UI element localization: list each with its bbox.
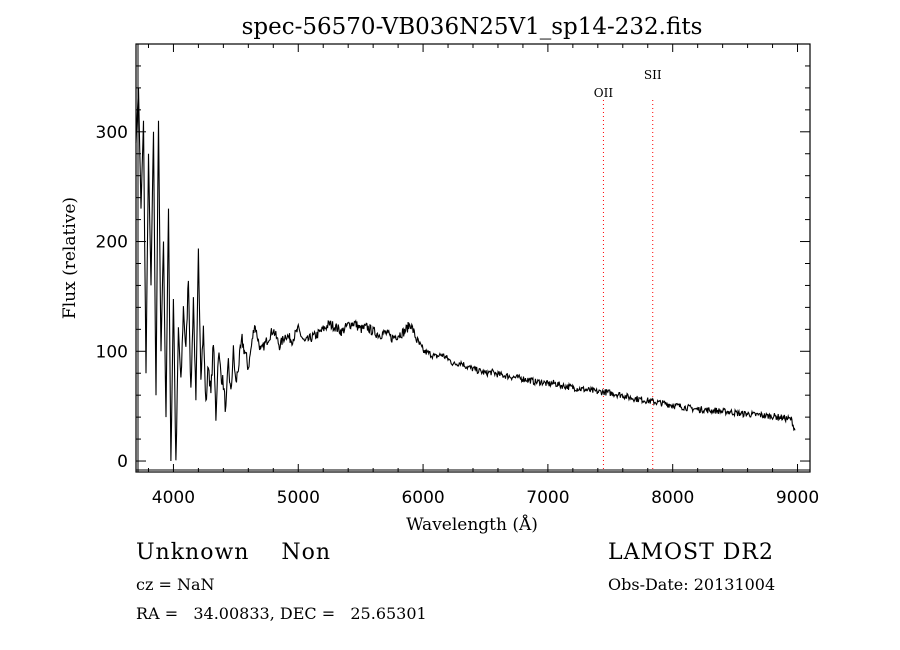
spectrum-line <box>135 87 796 462</box>
y-tick-label: 300 <box>96 123 128 143</box>
x-tick-label: 5000 <box>277 488 320 508</box>
emission-line-label: SII <box>644 68 662 82</box>
y-axis-label: Flux (relative) <box>60 197 80 319</box>
x-tick-label: 4000 <box>152 488 195 508</box>
y-axis: 0 100 200 300 <box>96 65 810 472</box>
x-axis: 4000 5000 6000 7000 8000 9000 <box>147 44 819 508</box>
y-tick-label: 0 <box>117 452 128 472</box>
x-axis-label: Wavelength (Å) <box>406 514 538 535</box>
redshift-label: cz = NaN <box>136 575 215 594</box>
x-tick-label: 9000 <box>776 488 819 508</box>
survey-label: LAMOST DR2 <box>608 540 774 565</box>
object-class-label: Unknown Non <box>136 540 332 565</box>
y-tick-label: 200 <box>96 233 128 253</box>
x-tick-label: 8000 <box>651 488 694 508</box>
obs-date-label: Obs-Date: 20131004 <box>608 575 776 594</box>
y-tick-label: 100 <box>96 342 128 362</box>
emission-line-markers: OII SII <box>594 68 662 472</box>
emission-line-label: OII <box>594 86 614 100</box>
coordinates-label: RA = 34.00833, DEC = 25.65301 <box>136 604 427 623</box>
chart-title: spec-56570-VB036N25V1_sp14-232.fits <box>242 14 703 40</box>
x-tick-label: 6000 <box>401 488 444 508</box>
x-tick-label: 7000 <box>526 488 569 508</box>
